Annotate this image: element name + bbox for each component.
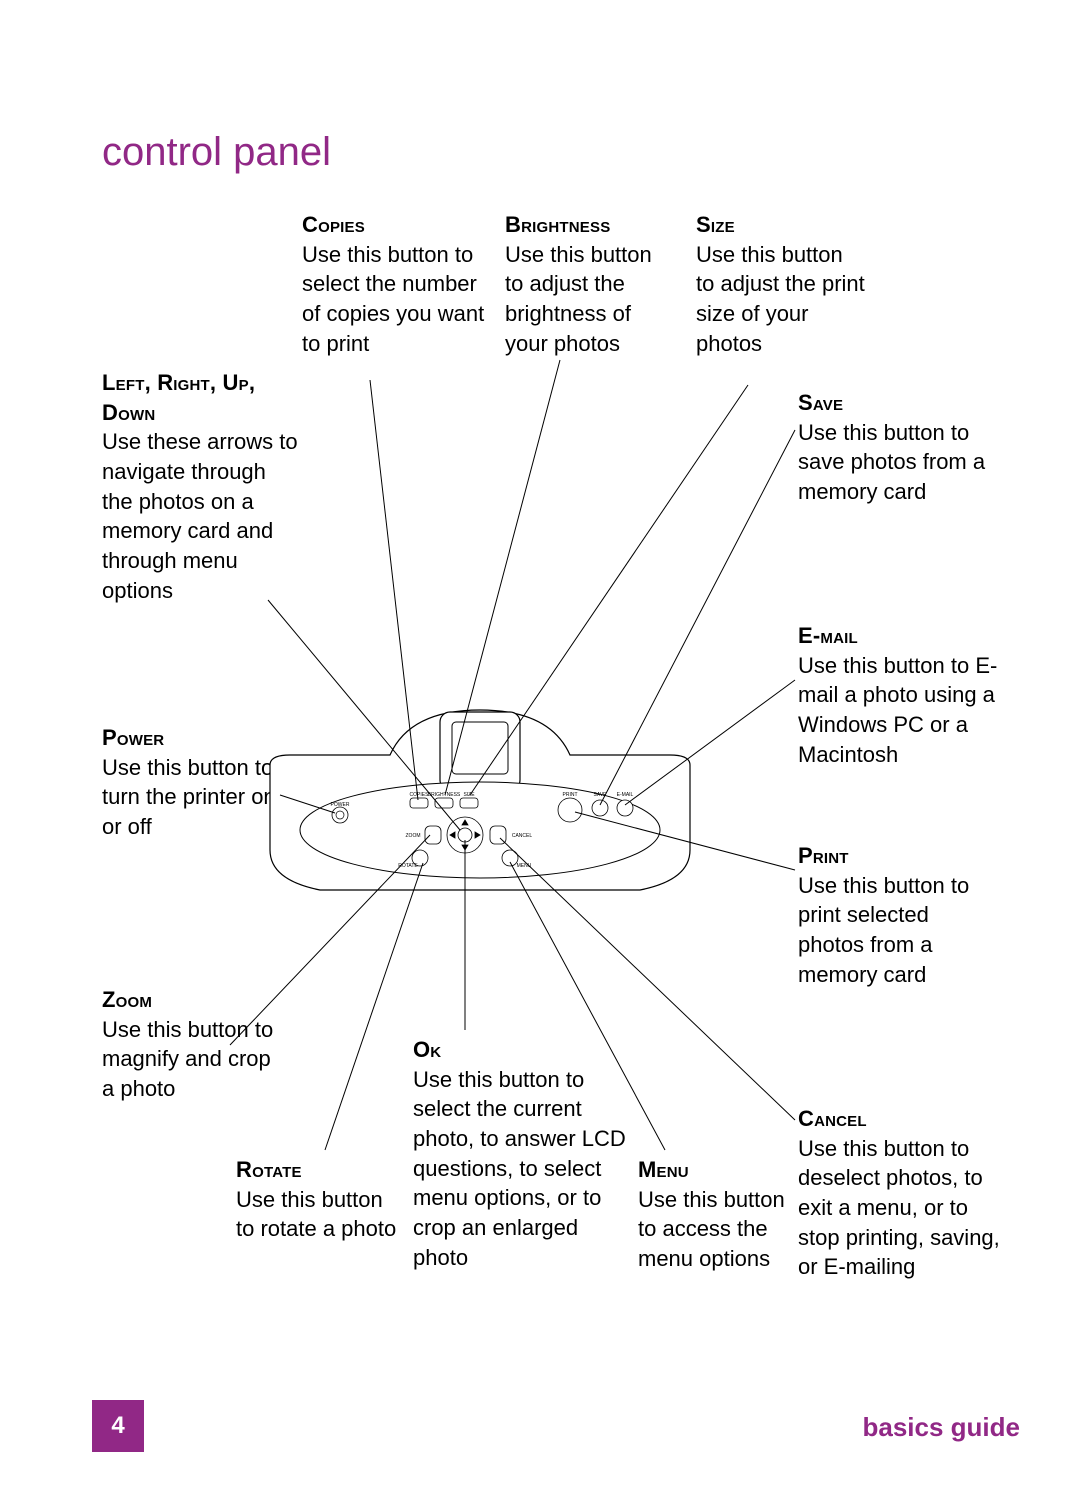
callout-power-header: Power [102,723,282,753]
callout-zoom-header: Zoom [102,985,282,1015]
callout-rotate: Rotate Use this button to rotate a photo [236,1155,406,1244]
callout-ok-header: Ok [413,1035,628,1065]
callout-save-header: Save [798,388,998,418]
callout-zoom-body: Use this button to magnify and crop a ph… [102,1017,273,1101]
footer-guide: basics guide [863,1412,1021,1443]
callout-save: Save Use this button to save photos from… [798,388,998,507]
callout-brightness: Brightness Use this button to adjust the… [505,210,675,358]
callout-print: Print Use this button to print selected … [798,841,998,989]
label-bright: BRIGHTNESS [428,792,461,798]
callout-cancel: Cancel Use this button to deselect photo… [798,1104,1013,1282]
callout-menu-header: Menu [638,1155,798,1185]
label-zoom: ZOOM [406,833,421,839]
label-power: POWER [331,802,350,808]
label-rotate: ROTATE [398,863,418,869]
callout-email: E-mail Use this button to E-mail a photo… [798,621,1008,769]
page-title: control panel [102,130,331,175]
label-size: SIZE [463,792,475,798]
callout-ok: Ok Use this button to select the current… [413,1035,628,1273]
callout-rotate-body: Use this button to rotate a photo [236,1187,396,1242]
callout-ok-body: Use this button to select the current ph… [413,1067,626,1270]
callout-size: Size Use this button to adjust the print… [696,210,866,358]
callout-cancel-header: Cancel [798,1104,1013,1134]
callout-copies: Copies Use this button to select the num… [302,210,492,358]
label-copies: COPIES [410,792,430,798]
callout-power-body: Use this button to turn the printer on o… [102,755,276,839]
callout-arrows-body: Use these arrows to navigate through the… [102,429,298,602]
label-email: E-MAIL [617,792,634,798]
callout-email-body: Use this button to E-mail a photo using … [798,653,997,767]
callout-brightness-header: Brightness [505,210,675,240]
callout-size-header: Size [696,210,866,240]
callout-copies-body: Use this button to select the number of … [302,242,484,356]
printer-diagram: POWER COPIES BRIGHTNESS SIZE PRINT SAVE … [260,700,700,920]
callout-print-body: Use this button to print selected photos… [798,873,969,987]
callout-arrows: Left, Right, Up, Down Use these arrows t… [102,368,302,606]
callout-email-header: E-mail [798,621,1008,651]
label-print: PRINT [563,792,578,798]
callout-copies-header: Copies [302,210,492,240]
page-number: 4 [92,1400,144,1452]
callout-menu: Menu Use this button to access the menu … [638,1155,798,1274]
callout-save-body: Use this button to save photos from a me… [798,420,985,504]
callout-rotate-header: Rotate [236,1155,406,1185]
callout-print-header: Print [798,841,998,871]
label-menu: MENU [517,863,532,869]
callout-size-body: Use this button to adjust the print size… [696,242,865,356]
callout-arrows-header: Left, Right, Up, Down [102,368,302,427]
callout-menu-body: Use this button to access the menu optio… [638,1187,785,1271]
callout-power: Power Use this button to turn the printe… [102,723,282,842]
label-save: SAVE [594,792,608,798]
label-cancel: CANCEL [512,833,533,839]
callout-zoom: Zoom Use this button to magnify and crop… [102,985,282,1104]
callout-brightness-body: Use this button to adjust the brightness… [505,242,652,356]
callout-cancel-body: Use this button to deselect photos, to e… [798,1136,1000,1280]
